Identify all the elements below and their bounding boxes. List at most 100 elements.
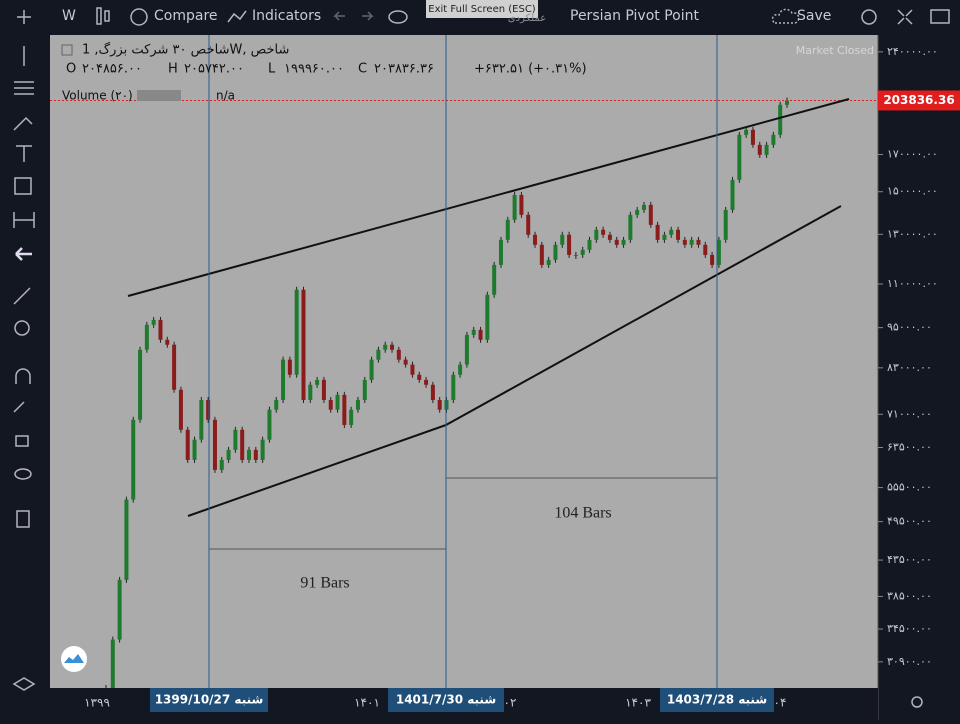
date-marker-text: شنبه 1399/10/27 — [155, 693, 264, 707]
candle — [301, 289, 306, 400]
hidden-label: عملکردی — [508, 13, 546, 24]
date-marker-text: شنبه 1401/7/30 — [396, 693, 496, 707]
candle — [240, 429, 245, 460]
candle — [281, 359, 286, 400]
template-button[interactable]: Persian Pivot Point — [570, 8, 699, 24]
candle — [328, 399, 333, 410]
last-price-tag — [878, 90, 960, 111]
drawing-tools[interactable] — [12, 10, 36, 691]
candle — [546, 259, 551, 265]
time-label: ۱۴۰۳ — [625, 696, 651, 710]
candle — [676, 229, 681, 240]
candle — [144, 324, 149, 350]
time-label: ۰۲ — [504, 696, 517, 710]
candle — [260, 439, 265, 460]
y-tick-label: ۳۴۵۰۰.۰۰ — [887, 622, 932, 635]
candle — [471, 329, 476, 335]
redo-button[interactable] — [362, 11, 374, 21]
compare-button[interactable]: Compare — [154, 8, 218, 24]
symbol-title: شاخص ۳۰ شرکت بزرگ, 1W, شاخص — [82, 41, 289, 58]
axis-settings[interactable] — [911, 696, 923, 708]
save-icon[interactable] — [771, 8, 800, 24]
candle — [478, 329, 483, 340]
candle — [526, 214, 531, 235]
candle — [410, 364, 415, 375]
date-marker — [150, 688, 268, 712]
ohlc-label: L — [268, 62, 276, 77]
interval-button[interactable]: W — [62, 8, 76, 24]
candle — [512, 194, 517, 220]
y-tick-label: ۲۴۰۰۰۰.۰۰ — [887, 45, 938, 58]
plot — [50, 97, 878, 692]
ohlc-label: C — [358, 62, 367, 77]
trend-line-lower-1 — [187, 424, 447, 517]
candle — [498, 239, 503, 265]
candle — [267, 409, 272, 440]
settings-button[interactable] — [861, 9, 877, 25]
hide-button[interactable] — [388, 10, 408, 24]
candle — [703, 244, 708, 255]
candle — [764, 144, 769, 155]
price-axis — [878, 35, 960, 720]
market-status: Market Closed — [796, 44, 874, 57]
ohlc-label: O — [66, 62, 76, 77]
candle — [124, 499, 129, 580]
candle — [417, 374, 422, 380]
candle — [533, 234, 538, 245]
candle — [253, 449, 258, 460]
y-tick-label: ۴۳۵۰۰.۰۰ — [887, 553, 932, 566]
left-toolbar — [0, 34, 50, 720]
candle — [723, 209, 728, 240]
y-tick-label: ۱۳۰۰۰۰.۰۰ — [887, 227, 938, 240]
ohlc-value: ۲۰۳۸۳۶.۳۶ — [374, 62, 434, 77]
y-tick-label: ۹۵۰۰۰.۰۰ — [887, 321, 932, 334]
candle — [165, 339, 170, 345]
snapshot-button[interactable] — [930, 9, 950, 24]
date-marker — [388, 688, 504, 712]
candle — [451, 374, 456, 400]
candle — [594, 229, 599, 240]
logo[interactable] — [61, 646, 87, 672]
candle — [315, 379, 320, 385]
candle — [580, 249, 585, 255]
ohlc-value: ۲۰۴۸۵۶.۰۰ — [82, 62, 142, 77]
candle — [178, 389, 183, 430]
compare-icon[interactable] — [130, 8, 148, 26]
ohlc-label: H — [168, 62, 178, 77]
candle — [390, 344, 395, 350]
candle — [567, 234, 572, 255]
y-tick-label: ۱۱۰۰۰۰.۰۰ — [887, 277, 938, 290]
fullscreen-button[interactable] — [897, 9, 913, 25]
annotation: 91 Bars — [300, 575, 349, 592]
candle — [669, 229, 674, 235]
collapse-button[interactable] — [61, 44, 73, 56]
undo-button[interactable] — [333, 11, 345, 21]
candle — [621, 239, 626, 245]
candle — [750, 129, 755, 145]
time-label: ۰۴ — [774, 696, 787, 710]
candle — [458, 364, 463, 375]
chart-style-button[interactable] — [96, 7, 110, 25]
candle — [696, 239, 701, 245]
candle — [662, 234, 667, 240]
y-tick-label: ۱۵۰۰۰۰.۰۰ — [887, 185, 938, 198]
candle — [349, 409, 354, 425]
change: +۶۳۲.۵۱ (+۰.۳۱%) — [474, 62, 587, 77]
candle — [199, 399, 204, 440]
candle — [172, 344, 177, 390]
candle — [424, 379, 429, 385]
candle — [192, 439, 197, 460]
indicators-icon[interactable] — [227, 10, 247, 23]
candle — [376, 349, 381, 360]
candle — [682, 239, 687, 245]
save-button[interactable]: Save — [797, 8, 831, 24]
trend-line-upper — [127, 98, 850, 297]
candle — [110, 639, 115, 688]
indicators-button[interactable]: Indicators — [252, 8, 321, 24]
volume-controls[interactable] — [137, 90, 181, 101]
y-tick-label: ۳۰۹۰۰.۰۰ — [887, 655, 932, 668]
date-marker-text: شنبه 1403/7/28 — [667, 693, 767, 707]
candle — [151, 319, 156, 325]
